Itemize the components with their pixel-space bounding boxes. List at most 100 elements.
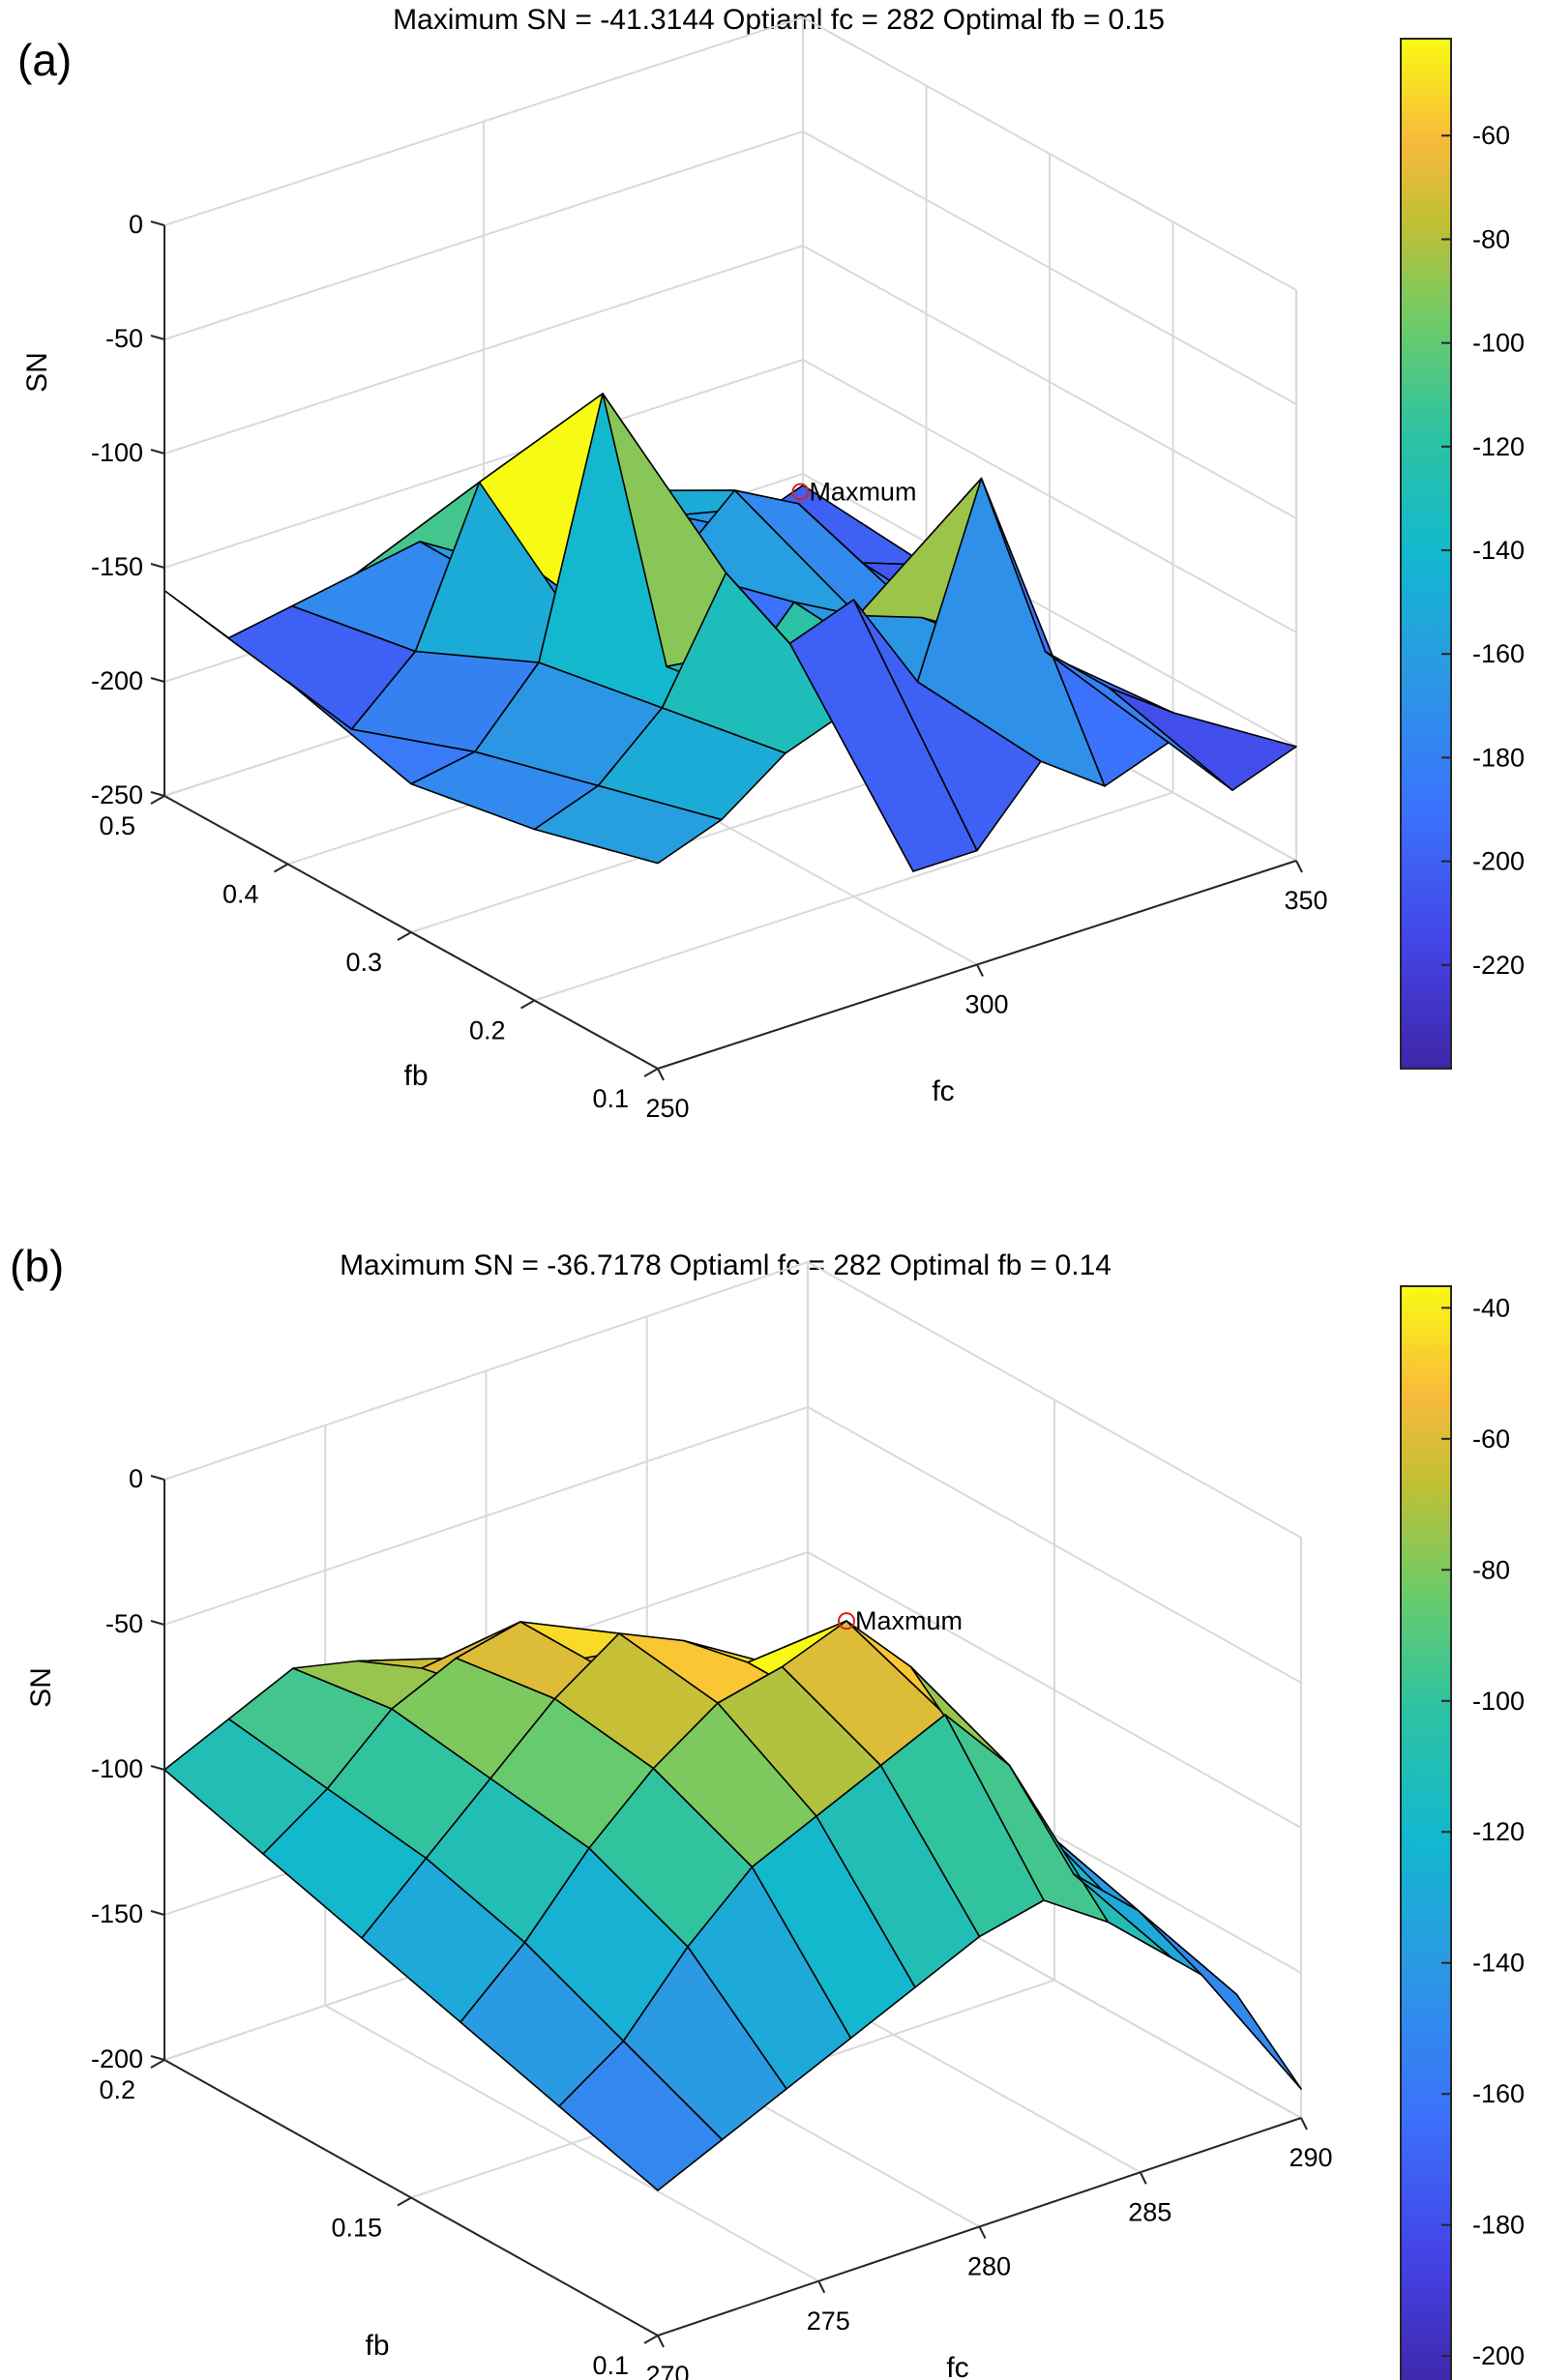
max-point-marker [838,1612,855,1631]
colorbar-tick-label: -60 [1472,1425,1510,1454]
surface-a [163,393,1297,872]
x-ticks-b: 270 275 280 285 290 [645,2117,1333,2380]
colorbar-gradient [1400,1285,1452,2380]
z-tick-label: -200 [91,2044,143,2073]
z-tick-mark [150,791,165,797]
z-axis-label-a: SN [21,352,53,393]
y-tick-mark [274,863,288,873]
z-tick-label: 0 [129,210,143,239]
y-tick-mark [150,2059,165,2069]
panel-a: (a) Maximum SN = -41.3144 Optiaml fc = 2… [17,4,1525,1123]
colorbar-gradient [1400,38,1452,1070]
gridline [163,244,1297,519]
colorbar-tick-label: -80 [1472,224,1510,253]
x-tick-mark [817,2280,826,2294]
colorbar-tick-label: -120 [1472,432,1525,461]
z-tick-mark [150,1475,165,1481]
gridline [163,1260,1302,1539]
x-tick-mark [1300,2117,1308,2130]
z-tick-label: -100 [91,1754,143,1783]
x-tick-label: 285 [1128,2197,1171,2226]
panel-b: (b) Maximum SN = -36.7178 Optiaml fc = 2… [10,1241,1525,2380]
max-point-marker [791,483,810,501]
x-ticks-a: 250 300 350 [645,860,1328,1123]
x-tick-label: 270 [645,2361,689,2380]
z-tick-mark [150,449,165,455]
y-ticks-a: 0.1 0.2 0.3 0.4 0.5 [99,795,659,1113]
colorbar-tick-label: -120 [1472,1817,1525,1846]
x-tick-mark [1139,2171,1147,2185]
y-axis-label-b: fb [365,2330,389,2362]
max-annotation: Maxmum [809,477,916,506]
y-tick-label: 0.1 [592,1084,629,1113]
colorbar-tick-label: -140 [1472,1949,1525,1978]
colorbar-tick-label: -100 [1472,1687,1525,1716]
colorbar-tick-label: -40 [1472,1293,1510,1322]
x-tick-label: 350 [1284,886,1327,915]
colorbar-tick-label: -200 [1472,847,1525,876]
z-tick-label: -250 [91,780,143,809]
z-tick-label: -150 [91,1899,143,1928]
colorbar-tick-label: -140 [1472,536,1525,565]
x-tick-mark [978,2226,987,2239]
y-tick-label: 0.4 [222,880,259,909]
y-tick-mark [397,931,412,941]
colorbar-tick-label: -180 [1472,743,1525,772]
z-tick-label: -50 [105,1609,143,1638]
x-tick-label: 275 [807,2307,850,2336]
surface-b [163,1620,1302,2191]
z-tick-mark [150,1910,165,1916]
colorbar-tick-label: -200 [1472,2341,1525,2370]
colorbar-tick-label: -60 [1472,121,1510,150]
colorbar-a: -60 -80 -100 -120 -140 -160 -180 -200 -220 [1400,38,1525,1070]
x-tick-label: 300 [964,990,1008,1019]
colorbar-b: -40 -60 -80 -100 -120 -140 -160 -180 -200 [1400,1285,1525,2380]
x-tick-mark [657,2335,665,2348]
z-tick-mark [150,335,165,340]
z-tick-mark [150,2055,165,2061]
z-tick-mark [150,563,165,569]
y-tick-label: 0.1 [592,2351,629,2380]
colorbar-tick-label: -80 [1472,1555,1510,1584]
x-tick-mark [657,1068,665,1081]
x-tick-mark [976,964,984,977]
max-marker-a: Maxmum [791,477,916,506]
colorbar-tick-label: -160 [1472,639,1525,668]
x-tick-label: 250 [645,1094,689,1123]
max-annotation: Maxmum [855,1606,963,1635]
z-tick-mark [150,677,165,683]
z-tick-mark [150,1620,165,1626]
gridline [163,130,1297,405]
z-tick-label: -200 [91,666,143,695]
surface-patch [1108,687,1297,791]
gridline [534,221,1174,1002]
z-ticks-b: 0 -50 -100 -150 -200 [91,1464,165,2073]
z-tick-mark [150,1765,165,1771]
colorbar-tick-label: -100 [1472,329,1525,358]
colorbar-tick-label: -160 [1472,2079,1525,2108]
y-ticks-b: 0.1 0.15 0.2 [99,2059,659,2380]
max-marker-b: Maxmum [838,1606,963,1635]
gridline [163,15,1297,291]
y-tick-mark [520,999,535,1010]
z-tick-label: -50 [105,324,143,353]
surface-patch [1137,1909,1302,2090]
chart-title-b: Maximum SN = -36.7178 Optiaml fc = 282 O… [340,1249,1112,1281]
chart-title-a: Maximum SN = -41.3144 Optiaml fc = 282 O… [393,4,1165,36]
x-tick-label: 290 [1289,2143,1332,2172]
gridline [163,1405,1302,1684]
z-tick-label: -100 [91,438,143,467]
y-axis-label-a: fb [403,1060,428,1092]
z-axis-label-b: SN [25,1667,57,1708]
colorbar-tick-label: -180 [1472,2211,1525,2240]
panel-label-b: (b) [10,1241,64,1291]
y-tick-mark [150,795,165,805]
y-tick-mark [643,1068,659,1077]
z-tick-label: -150 [91,552,143,581]
y-tick-label: 0.2 [99,2075,135,2104]
y-tick-label: 0.5 [99,811,135,840]
x-tick-label: 280 [967,2252,1011,2281]
y-tick-mark [397,2196,412,2207]
y-tick-label: 0.15 [331,2214,382,2243]
